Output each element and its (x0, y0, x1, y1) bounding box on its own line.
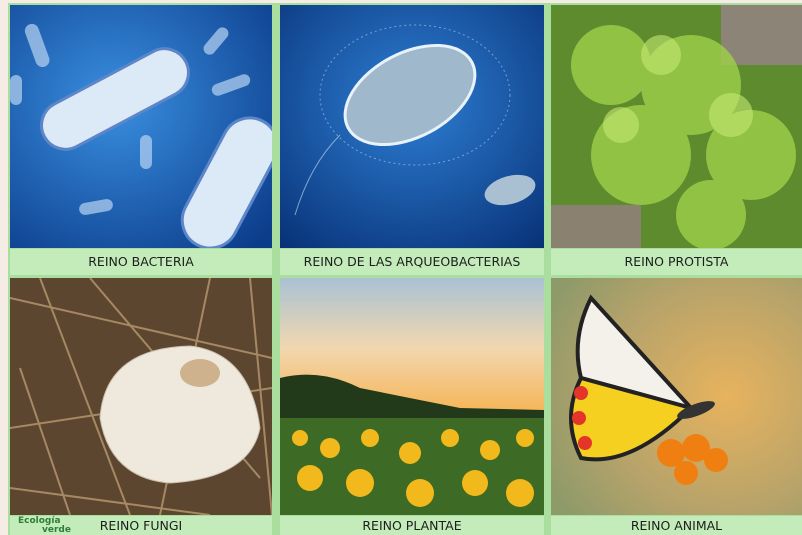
fungi-image (10, 278, 272, 515)
page: {"panels": [ {"label": "REINO BACTERIA"}… (0, 0, 802, 535)
archaea-image (280, 5, 544, 248)
logo-subtext: verde (18, 526, 71, 535)
panel-label: REINO PROTISTA (551, 249, 802, 275)
plantae-image (280, 278, 544, 515)
kingdom-grid: REINO BACTERIA REINO DE LAS ARQUEOBACTER… (8, 3, 802, 535)
logo: Ecología verde (18, 517, 71, 535)
protista-image (551, 5, 802, 248)
panel-label: REINO BACTERIA (10, 249, 272, 275)
animal-image (551, 278, 802, 515)
bacteria-image (10, 5, 272, 248)
panel-label: REINO DE LAS ARQUEOBACTERIAS (280, 249, 544, 275)
panel-label: REINO PLANTAE (280, 516, 544, 535)
panel-label: REINO ANIMAL (551, 516, 802, 535)
